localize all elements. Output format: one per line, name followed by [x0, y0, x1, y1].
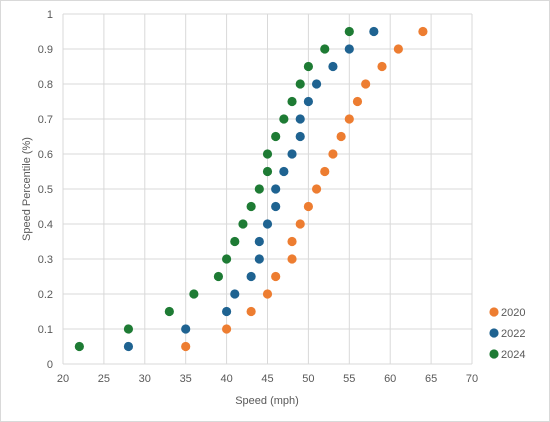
y-tick-label: 0.3 — [38, 254, 53, 266]
data-point-2022 — [262, 219, 273, 229]
data-point-2022 — [254, 236, 264, 247]
data-point-2020 — [295, 219, 305, 229]
x-tick-label: 60 — [384, 373, 396, 385]
y-tick-label: 0.6 — [38, 149, 53, 161]
x-tick-label: 45 — [261, 373, 273, 385]
data-point-2020 — [328, 149, 338, 159]
data-point-2022 — [123, 341, 134, 352]
data-point-2024 — [74, 341, 84, 352]
data-point-2020 — [287, 254, 297, 264]
y-tick-label: 0.7 — [38, 114, 53, 126]
data-point-2024 — [287, 96, 297, 107]
x-axis-title: Speed (mph) — [235, 395, 299, 407]
data-point-2020 — [271, 271, 281, 282]
x-tick-label: 40 — [220, 373, 232, 385]
x-tick-label: 65 — [425, 373, 437, 385]
gridlines — [62, 13, 473, 365]
data-point-2022 — [295, 131, 305, 142]
data-point-2022 — [222, 306, 232, 317]
data-point-2024 — [238, 219, 248, 229]
data-point-2024 — [344, 26, 354, 37]
data-point-2024 — [295, 79, 305, 89]
legend-marker-2022 — [489, 328, 499, 338]
y-tick-label: 0.9 — [38, 44, 53, 56]
data-point-2022 — [230, 289, 240, 299]
data-point-2022 — [303, 96, 313, 107]
data-point-2020 — [311, 184, 322, 194]
y-tick-label: 0.4 — [38, 219, 53, 231]
data-point-2022 — [279, 166, 289, 177]
data-point-2020 — [361, 79, 371, 89]
y-tick-label: 0 — [47, 359, 53, 371]
data-point-2020 — [377, 61, 387, 72]
data-point-2024 — [123, 324, 134, 334]
y-axis-title: Speed Percentile (%) — [21, 137, 33, 241]
data-point-2024 — [262, 149, 273, 159]
data-point-2020 — [303, 201, 313, 212]
legend: 2020 2022 2024 — [489, 307, 525, 361]
x-tick-label: 55 — [343, 373, 355, 385]
x-tick-label: 20 — [57, 373, 69, 385]
tick-labels: 20 25 30 35 40 45 50 55 60 65 70 0 0.1 0.2 0.3 0.4 0.5 0.… — [38, 9, 478, 385]
data-point-2024 — [320, 44, 330, 54]
x-tick-label: 35 — [180, 373, 192, 385]
y-tick-label: 0.8 — [38, 79, 53, 91]
x-tick-label: 70 — [466, 373, 478, 385]
data-point-2024 — [279, 114, 289, 124]
data-point-2022 — [311, 79, 322, 89]
data-point-2024 — [213, 271, 224, 282]
legend-label-2024: 2024 — [501, 349, 525, 361]
x-tick-label: 25 — [98, 373, 110, 385]
data-point-2020 — [344, 114, 354, 124]
y-tick-label: 0.1 — [38, 324, 53, 336]
data-point-2020 — [352, 96, 363, 107]
data-point-2022 — [246, 271, 256, 282]
legend-label-2020: 2020 — [501, 307, 525, 319]
data-point-2024 — [230, 236, 240, 247]
data-point-2022 — [287, 149, 297, 159]
data-point-2020 — [246, 306, 256, 317]
y-tick-label: 0.2 — [38, 289, 53, 301]
y-tick-label: 1 — [47, 9, 53, 21]
data-point-2024 — [246, 201, 256, 212]
data-point-2020 — [287, 236, 297, 247]
x-tick-label: 30 — [139, 373, 151, 385]
legend-label-2022: 2022 — [501, 328, 525, 340]
data-point-2024 — [271, 131, 281, 142]
data-point-2022 — [369, 26, 379, 37]
data-point-2022 — [271, 184, 281, 194]
data-point-2024 — [222, 254, 232, 264]
data-point-2024 — [189, 289, 199, 299]
data-point-2022 — [295, 114, 305, 124]
data-point-2022 — [254, 254, 264, 264]
data-point-2022 — [181, 324, 191, 334]
data-point-2020 — [262, 289, 273, 299]
data-point-2022 — [344, 44, 354, 54]
data-points — [74, 26, 428, 352]
data-point-2024 — [262, 166, 273, 177]
data-point-2020 — [393, 44, 403, 54]
data-point-2020 — [418, 26, 428, 37]
legend-marker-2020 — [489, 307, 499, 317]
legend-marker-2024 — [489, 349, 499, 359]
x-tick-label: 50 — [302, 373, 314, 385]
data-point-2024 — [164, 306, 174, 317]
data-point-2022 — [271, 201, 281, 212]
data-point-2024 — [254, 184, 264, 194]
data-point-2020 — [181, 341, 191, 352]
data-point-2020 — [336, 131, 346, 142]
data-point-2020 — [222, 324, 232, 334]
data-point-2022 — [328, 61, 338, 72]
y-tick-label: 0.5 — [38, 184, 53, 196]
data-point-2024 — [303, 61, 313, 72]
data-point-2020 — [320, 166, 330, 177]
